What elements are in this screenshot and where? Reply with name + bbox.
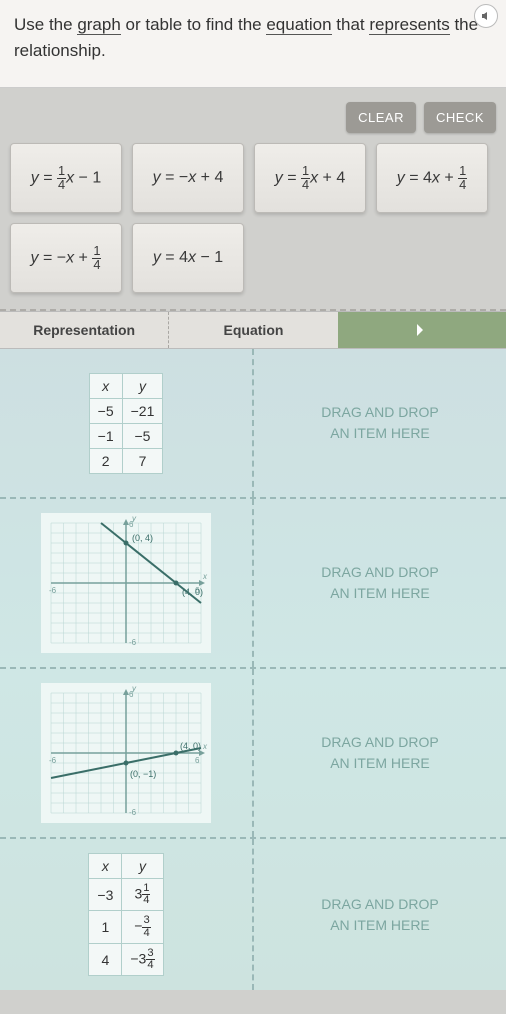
svg-text:(0, 4): (0, 4)	[132, 533, 153, 543]
answer-tiles: y = 14x − 1 y = −x + 4 y = 14x + 4 y = 4…	[0, 143, 506, 311]
dropzone-4[interactable]: DRAG AND DROP AN ITEM HERE	[254, 839, 506, 990]
question-header: Use the graph or table to find the equat…	[0, 0, 506, 88]
dz3-l2: AN ITEM HERE	[330, 755, 430, 771]
t2-r1c0: 1	[89, 911, 122, 943]
row-2: -666-6yx(0, 4)(4, 0) DRAG AND DROPAN ITE…	[0, 499, 506, 669]
row-3: -666-6yx(4, 0)(0, −1) DRAG AND DROPAN IT…	[0, 669, 506, 839]
rep-4: xy −3314 1−34 4−334	[0, 839, 254, 990]
prompt-graph: graph	[77, 15, 120, 35]
dz1-l1: DRAG AND DROP	[321, 404, 438, 420]
dropzone-3[interactable]: DRAG AND DROP AN ITEM HERE	[254, 669, 506, 837]
tile-5[interactable]: y = −x + 14	[10, 223, 122, 293]
t1-r2c0: 2	[89, 448, 122, 473]
table-2: xy −3314 1−34 4−334	[88, 853, 163, 976]
t1-hy: y	[122, 373, 163, 398]
t1-r0c1: −21	[122, 398, 163, 423]
tile-1[interactable]: y = 14x − 1	[10, 143, 122, 213]
match-rows: xy −5−21 −1−5 27 DRAG AND DROPAN ITEM HE…	[0, 349, 506, 990]
dz2-l2: AN ITEM HERE	[330, 585, 430, 601]
rep-3: -666-6yx(4, 0)(0, −1)	[0, 669, 254, 837]
svg-text:(0, −1): (0, −1)	[130, 769, 156, 779]
rep-2: -666-6yx(0, 4)(4, 0)	[0, 499, 254, 667]
svg-text:(4, 0): (4, 0)	[182, 587, 203, 597]
header-equation: Equation	[169, 312, 337, 348]
svg-text:-6: -6	[129, 638, 137, 647]
match-header: Representation Equation	[0, 311, 506, 349]
prompt-represents: represents	[369, 15, 449, 35]
svg-text:(4, 0): (4, 0)	[180, 741, 201, 751]
clear-button[interactable]: CLEAR	[346, 102, 416, 133]
prompt-equation: equation	[266, 15, 331, 35]
dz1-l2: AN ITEM HERE	[330, 425, 430, 441]
svg-text:-6: -6	[129, 808, 137, 817]
tile-2[interactable]: y = −x + 4	[132, 143, 244, 213]
tile-6[interactable]: y = 4x − 1	[132, 223, 244, 293]
svg-text:y: y	[131, 514, 137, 523]
check-button[interactable]: CHECK	[424, 102, 496, 133]
header-representation: Representation	[0, 312, 169, 348]
tile-4[interactable]: y = 4x + 14	[376, 143, 488, 213]
svg-text:x: x	[202, 572, 208, 581]
svg-text:-6: -6	[49, 586, 57, 595]
t2-r1c1: −34	[122, 911, 163, 943]
t2-r0c1: 314	[122, 879, 163, 911]
dz4-l2: AN ITEM HERE	[330, 917, 430, 933]
t1-hx: x	[89, 373, 122, 398]
prompt-pre: Use the	[14, 15, 77, 34]
t2-r0c0: −3	[89, 879, 122, 911]
t2-hx: x	[89, 854, 122, 879]
row-1: xy −5−21 −1−5 27 DRAG AND DROP AN ITEM HE…	[0, 349, 506, 499]
prompt-mid2: that	[332, 15, 370, 34]
dz3-l1: DRAG AND DROP	[321, 734, 438, 750]
dz2-l1: DRAG AND DROP	[321, 564, 438, 580]
t2-hy: y	[122, 854, 163, 879]
table-1: xy −5−21 −1−5 27	[89, 373, 164, 474]
rep-1: xy −5−21 −1−5 27	[0, 349, 254, 497]
action-buttons: CLEAR CHECK	[0, 88, 506, 143]
graph-1: -666-6yx(0, 4)(4, 0)	[41, 513, 211, 653]
t1-r2c1: 7	[122, 448, 163, 473]
row-4: xy −3314 1−34 4−334 DRAG AND DROP AN ITEM…	[0, 839, 506, 990]
prompt-text: Use the graph or table to find the equat…	[14, 12, 492, 63]
t2-r2c0: 4	[89, 943, 122, 975]
t1-r1c1: −5	[122, 423, 163, 448]
tile-3[interactable]: y = 14x + 4	[254, 143, 366, 213]
svg-text:y: y	[131, 684, 137, 693]
svg-text:-6: -6	[49, 756, 57, 765]
graph-2: -666-6yx(4, 0)(0, −1)	[41, 683, 211, 823]
dropzone-1[interactable]: DRAG AND DROP AN ITEM HERE	[254, 349, 506, 497]
prompt-mid1: or table to find the	[121, 15, 267, 34]
svg-text:6: 6	[195, 756, 200, 765]
flag-icon[interactable]	[338, 312, 506, 348]
t2-r2c1: −334	[122, 943, 163, 975]
svg-text:x: x	[202, 742, 208, 751]
audio-icon[interactable]	[474, 4, 498, 28]
t1-r0c0: −5	[89, 398, 122, 423]
dropzone-2[interactable]: DRAG AND DROP AN ITEM HERE	[254, 499, 506, 667]
t1-r1c0: −1	[89, 423, 122, 448]
dz4-l1: DRAG AND DROP	[321, 896, 438, 912]
